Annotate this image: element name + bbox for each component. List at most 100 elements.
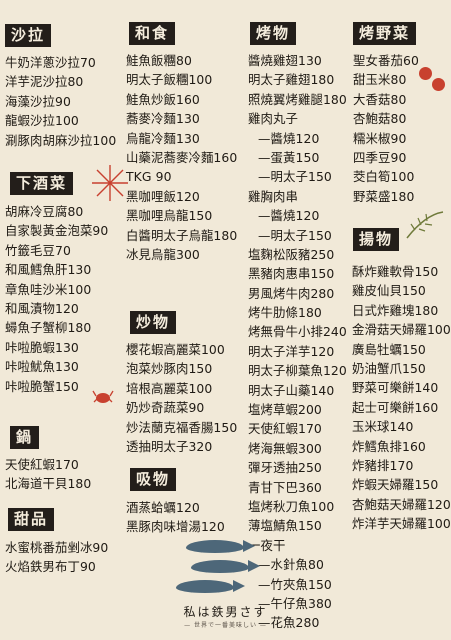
menu-item: —明太子150 bbox=[258, 227, 332, 243]
menu-item: —花魚280 bbox=[258, 615, 320, 631]
menu-item: 竹籤毛豆70 bbox=[5, 242, 71, 258]
section-title-stirfry: 炒物 bbox=[130, 311, 177, 334]
menu-item: 野菜可樂餅140 bbox=[352, 380, 439, 396]
menu-item: 明太子飯糰100 bbox=[126, 72, 213, 88]
menu-item: 咔啦脆蟹150 bbox=[5, 378, 79, 394]
menu-item: 培根高麗菜100 bbox=[126, 380, 213, 396]
menu-item: 玉米球140 bbox=[352, 419, 414, 435]
menu-item: 鮭魚飯糰80 bbox=[126, 53, 192, 68]
section-title-hotpot: 鍋 bbox=[10, 426, 40, 449]
menu-item: 塩烤秋刀魚100 bbox=[248, 498, 335, 514]
menu-item: 杏鮑菇天婦羅120 bbox=[352, 496, 451, 512]
section-title-washoku: 和食 bbox=[129, 22, 176, 45]
section-title-side-dishes: 下酒菜 bbox=[10, 172, 74, 195]
crab-icon bbox=[92, 390, 114, 403]
section-title-grill: 烤物 bbox=[250, 22, 297, 45]
fish-icon bbox=[176, 580, 245, 593]
section-title-salad: 沙拉 bbox=[5, 24, 52, 47]
hotpot-list: 天使紅蝦170 北海道干貝180 bbox=[5, 455, 91, 494]
menu-item: 咔啦脆蝦130 bbox=[5, 339, 79, 355]
menu-item: 山藥泥蕎麥冷麵160 bbox=[126, 149, 238, 165]
menu-item: 胡麻冷豆腐80 bbox=[5, 204, 84, 219]
brand-logo: 私は鉄男さす bbox=[183, 605, 268, 619]
menu-item: —竹夾魚150 bbox=[258, 576, 332, 592]
brand-tagline: — 世界で一番美味しい — bbox=[184, 622, 267, 629]
menu-item: 明太子雞翅180 bbox=[248, 72, 335, 88]
tomato-icon bbox=[432, 78, 445, 91]
menu-item: 黑豬肉惠串150 bbox=[248, 266, 335, 282]
menu-item: 塩麴松阪豬250 bbox=[248, 246, 335, 262]
menu-item: 炸蝦天婦羅150 bbox=[352, 477, 439, 493]
menu-item: 杏鮑菇80 bbox=[353, 111, 407, 127]
side-dishes-list: 胡麻冷豆腐80 自家製黃金泡菜90 竹籤毛豆70 和風鱈魚肝130 章魚哇沙米100 和風… bbox=[5, 202, 108, 396]
menu-item: 天使紅蝦170 bbox=[248, 421, 322, 437]
menu-item: 青甘下巴360 bbox=[248, 479, 322, 495]
menu-item: 糯米椒90 bbox=[353, 130, 407, 146]
menu-item: 龍蝦沙拉100 bbox=[5, 113, 79, 129]
section-title-fried: 揚物 bbox=[353, 228, 400, 251]
menu-item: 明太子柳葉魚120 bbox=[248, 363, 347, 379]
menu-item: 彈牙透抽250 bbox=[248, 460, 322, 476]
section-title-dessert: 甜品 bbox=[8, 508, 55, 531]
washoku-list: 鮭魚飯糰80 明太子飯糰100 鮭魚炒飯160 蕎麥冷麵130 烏龍冷麵130 山藥泥蕎麥… bbox=[126, 51, 237, 264]
menu-item: 男風烤牛肉280 bbox=[248, 285, 335, 301]
menu-item: 炸洋芋天婦羅100 bbox=[352, 516, 451, 532]
salad-list: 牛奶洋蔥沙拉70 洋芋泥沙拉80 海藻沙拉90 龍蝦沙拉100 涮豚肉胡麻沙拉100 bbox=[5, 53, 116, 150]
menu-item: 酒蒸蛤蠣120 bbox=[126, 500, 200, 515]
menu-item: 一夜干 bbox=[248, 537, 286, 553]
menu-item: —明太子150 bbox=[258, 169, 332, 185]
menu-item: 蕎麥冷麵130 bbox=[126, 111, 200, 127]
menu-item: 雞胸肉串 bbox=[248, 188, 298, 204]
menu-item: 涮豚肉胡麻沙拉100 bbox=[5, 132, 117, 148]
menu-item: 透抽明太子320 bbox=[126, 438, 213, 454]
menu-item: 蟳魚子蟹柳180 bbox=[5, 320, 92, 336]
menu-item: 野菜盛180 bbox=[353, 188, 415, 204]
menu-item: 照燒翼烤雞腿180 bbox=[248, 91, 347, 107]
menu-item: 自家製黃金泡菜90 bbox=[5, 223, 109, 239]
menu-item: 烤無骨牛小排240 bbox=[248, 324, 347, 340]
menu-item: 明太子山藥140 bbox=[248, 382, 335, 398]
menu-item: 聖女番茄60 bbox=[353, 53, 419, 68]
menu-item: 奶油蟹爪150 bbox=[352, 360, 426, 376]
menu-item: 北海道干貝180 bbox=[5, 476, 92, 492]
fish-icon bbox=[186, 540, 255, 553]
menu-item: 白醬明太子烏龍180 bbox=[126, 227, 238, 243]
tomato-icon bbox=[419, 67, 432, 80]
menu-item: 四季豆90 bbox=[353, 149, 407, 165]
menu-item: 咔啦魷魚130 bbox=[5, 359, 79, 375]
menu-item: 炸鱈魚排160 bbox=[352, 438, 426, 454]
soup-list: 酒蒸蛤蠣120 黑豚肉味增湯120 bbox=[126, 498, 225, 537]
menu-item: 和風鱈魚肝130 bbox=[5, 262, 92, 278]
grill-list: 醬燒雞翅130 明太子雞翅180 照燒翼烤雞腿180 雞肉丸子 —醬燒120 —蛋黃150… bbox=[248, 51, 347, 633]
menu-item: 泡菜炒豚肉150 bbox=[126, 361, 213, 377]
menu-item: 塩烤草蝦200 bbox=[248, 402, 322, 418]
menu-item: 明太子洋芋120 bbox=[248, 343, 335, 359]
section-title-grilled-veg: 烤野菜 bbox=[353, 22, 417, 45]
fried-list: 酥炸雞軟骨150 雞皮仙貝150 日式炸雞塊180 金滑菇天婦羅100 廣島牡蠣150 奶… bbox=[352, 262, 451, 533]
menu-item: 炒法蘭克福香腸150 bbox=[126, 419, 238, 435]
menu-item: 烏龍冷麵130 bbox=[126, 130, 200, 146]
menu-item: 櫻花蝦高麗菜100 bbox=[126, 342, 225, 357]
grilled-veg-list: 聖女番茄60 甜玉米80 大香菇80 杏鮑菇80 糯米椒90 四季豆90 茭白筍100 野菜盛… bbox=[353, 51, 419, 206]
menu-item: 起士可樂餅160 bbox=[352, 399, 439, 415]
menu-item: 火焰鉄男布丁90 bbox=[5, 559, 96, 575]
menu-item: 黑豚肉味增湯120 bbox=[126, 519, 225, 535]
menu-item: 水蜜桃番茄剉冰90 bbox=[5, 540, 109, 555]
stirfry-list: 櫻花蝦高麗菜100 泡菜炒豚肉150 培根高麗菜100 奶炒奇蔬菜90 炒法蘭克福香腸1… bbox=[126, 340, 237, 456]
menu-item: 炸豬排170 bbox=[352, 457, 414, 473]
menu-item: 海藻沙拉90 bbox=[5, 93, 71, 109]
menu-item: 黑咖哩飯120 bbox=[126, 188, 200, 204]
menu-item: 廣島牡蠣150 bbox=[352, 341, 426, 357]
menu-item: 洋芋泥沙拉80 bbox=[5, 74, 84, 90]
menu-item: 牛奶洋蔥沙拉70 bbox=[5, 55, 96, 70]
menu-item: —午仔魚380 bbox=[258, 595, 332, 611]
menu-item: 薄塩鯖魚150 bbox=[248, 518, 322, 534]
menu-item: 天使紅蝦170 bbox=[5, 457, 79, 472]
menu-item: 日式炸雞塊180 bbox=[352, 302, 439, 318]
leaf-decoration-icon bbox=[406, 211, 444, 239]
menu-item: 烤牛肋條180 bbox=[248, 305, 322, 321]
menu-item: —醬燒120 bbox=[258, 208, 320, 224]
menu-item: 和風漬物120 bbox=[5, 300, 79, 316]
menu-item: 酥炸雞軟骨150 bbox=[352, 264, 439, 279]
